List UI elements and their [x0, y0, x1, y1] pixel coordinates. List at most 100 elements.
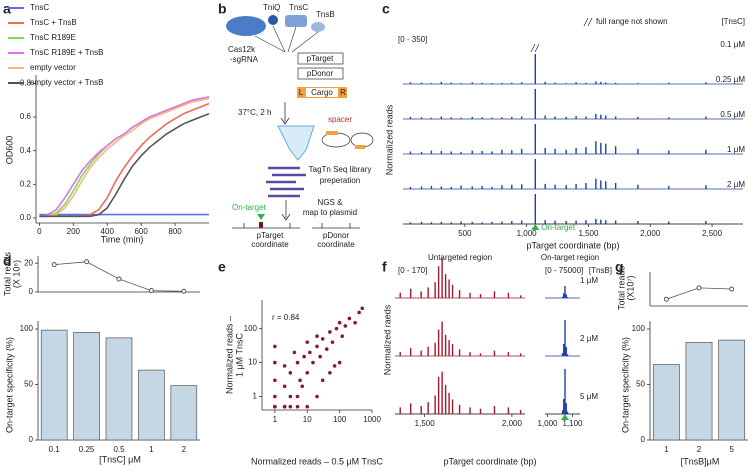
- fragments: [266, 166, 306, 198]
- x-tick-label: 2: [697, 445, 702, 454]
- panel-label: a: [3, 1, 11, 17]
- read-bar: [441, 258, 443, 298]
- label: NGS &: [318, 198, 344, 207]
- tniq-shape: [268, 15, 278, 25]
- track-label: 0.5 μM: [720, 110, 745, 119]
- read-bar: [566, 411, 569, 414]
- read-bar: [493, 291, 496, 298]
- read-bar: [460, 151, 462, 154]
- read-bar: [564, 369, 566, 414]
- read-bar: [444, 384, 447, 414]
- read-bar: [471, 82, 473, 84]
- read-bar: [440, 221, 443, 224]
- y-tick-label: 0.0: [20, 213, 32, 222]
- point: [292, 350, 297, 355]
- x-tick-label: 1,500: [578, 229, 599, 238]
- label: preperation: [320, 176, 360, 185]
- read-bar: [501, 185, 503, 189]
- read-bar: [410, 288, 412, 298]
- y-tick-label: 0.4: [20, 146, 32, 155]
- arrow: [280, 102, 290, 125]
- label: coordinate: [251, 240, 289, 249]
- read-bar: [614, 183, 617, 189]
- label: Cargo: [311, 88, 333, 97]
- x-axis-label: Normalized reads – 0.5 μM TnsC: [251, 456, 384, 466]
- read-bar: [481, 151, 483, 154]
- point: [300, 384, 305, 389]
- bar: [718, 339, 746, 441]
- read-bar: [544, 220, 546, 224]
- read-bar: [440, 186, 443, 189]
- inset-y-axis-label: (X10⁷): [625, 275, 635, 300]
- range-label: [0 - 170]: [398, 266, 427, 275]
- read-bar: [444, 274, 447, 298]
- read-bar: [448, 392, 450, 414]
- point: [315, 394, 319, 399]
- read-bar: [427, 402, 429, 414]
- point: [328, 330, 332, 334]
- read-bar: [409, 151, 412, 154]
- read-bar: [479, 294, 482, 298]
- read-bar: [585, 82, 587, 84]
- read-bar: [575, 116, 577, 119]
- read-bar: [600, 81, 602, 84]
- label: TagTn Seq library: [309, 165, 372, 174]
- cas12k-shape: [226, 16, 266, 36]
- x-tick-label: 5: [729, 445, 734, 454]
- point: [324, 347, 329, 351]
- plasmid: [350, 132, 374, 148]
- read-bar: [614, 82, 617, 84]
- panel-label: e: [218, 259, 226, 275]
- on-target-marker: [531, 224, 540, 230]
- read-bar: [430, 222, 433, 224]
- read-bar: [441, 321, 443, 356]
- read-bar: [519, 295, 522, 298]
- read-bar: [563, 399, 565, 414]
- on-target-label: On-target: [541, 223, 576, 232]
- x-tick-label: 200: [67, 227, 81, 236]
- point: [320, 337, 325, 341]
- x-tick-label: 2,500: [702, 229, 723, 238]
- x-tick-label: 2: [182, 445, 187, 454]
- point: [308, 350, 312, 355]
- read-bar: [420, 221, 423, 224]
- read-bar: [434, 282, 436, 298]
- diagram-b: b TniQ TnsC TnsB Cas12k -sgRNA pTarget p…: [218, 1, 374, 249]
- bar: [105, 337, 133, 441]
- read-bar: [565, 185, 567, 189]
- coordinate-axis: [232, 223, 360, 229]
- read-bar: [705, 82, 707, 84]
- read-bar: [441, 371, 443, 414]
- x-tick-label: 2,000: [640, 229, 661, 238]
- y-tick-label: 0.6: [20, 112, 32, 121]
- read-bar: [565, 294, 567, 298]
- on-target-marker: [561, 414, 569, 420]
- point: [318, 354, 322, 359]
- read-bar: [519, 353, 522, 356]
- track-label: 5 μM: [580, 392, 598, 401]
- read-bar: [565, 403, 567, 414]
- inset-point: [181, 288, 187, 294]
- label: 37°C, 2 h: [238, 108, 271, 117]
- y-axis-label: On-target specificity (%): [4, 337, 14, 433]
- legend-label: empty vector: [30, 63, 76, 72]
- read-bar: [448, 279, 450, 298]
- bar: [685, 341, 713, 441]
- read-bar: [585, 220, 587, 224]
- read-bar: [668, 150, 670, 154]
- inset-y-axis-label: Total reads: [2, 251, 12, 296]
- read-bar: [440, 81, 443, 84]
- y-tick-label: 100: [20, 324, 34, 333]
- label: R: [340, 88, 346, 97]
- read-bar: [565, 347, 567, 356]
- read-bar: [469, 407, 471, 414]
- read-bar: [668, 186, 670, 189]
- read-bar: [575, 220, 577, 224]
- series-line: [39, 97, 210, 218]
- y-tick-label: 0: [641, 435, 646, 444]
- x-tick-label: 10: [303, 415, 312, 424]
- read-bar: [451, 284, 454, 298]
- read-bar: [430, 186, 433, 189]
- read-bar: [534, 89, 536, 119]
- read-bar: [561, 410, 564, 414]
